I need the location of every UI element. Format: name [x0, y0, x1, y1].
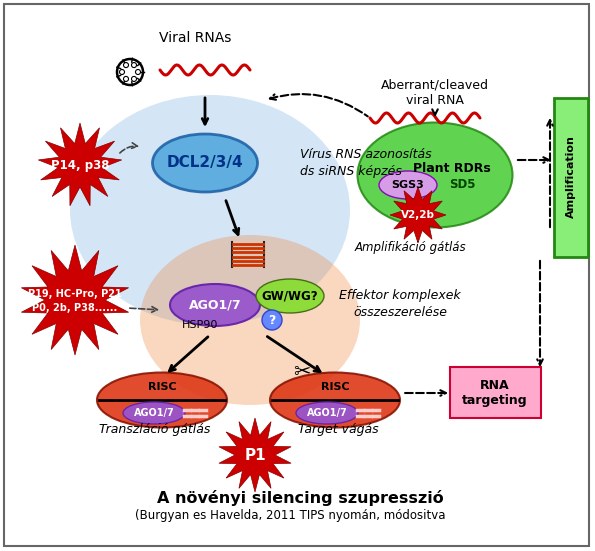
Text: (Burgyan es Havelda, 2011 TIPS nyomán, módositva: (Burgyan es Havelda, 2011 TIPS nyomán, m… [134, 510, 445, 522]
Ellipse shape [140, 235, 360, 405]
Text: ds siRNS képzés: ds siRNS képzés [300, 165, 402, 179]
Text: Amplification: Amplification [566, 136, 576, 218]
Ellipse shape [379, 171, 437, 199]
Text: RNA
targeting: RNA targeting [462, 379, 528, 407]
Text: összeszerelése: összeszerelése [353, 305, 447, 318]
Ellipse shape [70, 95, 350, 325]
Text: viral RNA: viral RNA [406, 94, 464, 106]
Circle shape [124, 77, 129, 82]
Text: P1: P1 [244, 447, 266, 462]
Text: Viral RNAs: Viral RNAs [159, 31, 231, 45]
Text: DCL2/3/4: DCL2/3/4 [167, 155, 243, 170]
FancyBboxPatch shape [554, 98, 588, 257]
Ellipse shape [296, 402, 358, 424]
Circle shape [131, 63, 136, 68]
Text: SD5: SD5 [449, 179, 475, 192]
Ellipse shape [270, 372, 400, 428]
Text: Effektor komplexek: Effektor komplexek [339, 289, 461, 301]
Text: AGO1/7: AGO1/7 [134, 408, 174, 418]
Text: Target vágás: Target vágás [298, 424, 378, 436]
Ellipse shape [152, 134, 258, 192]
Text: GW/WG?: GW/WG? [262, 289, 318, 302]
Text: P0, 2b, P38......: P0, 2b, P38...... [32, 303, 118, 313]
Text: HSP90: HSP90 [182, 320, 218, 330]
Text: P14, p38: P14, p38 [51, 159, 109, 171]
Text: ✂: ✂ [293, 362, 311, 382]
Circle shape [262, 310, 282, 330]
Text: AGO1/7: AGO1/7 [189, 299, 242, 311]
Polygon shape [219, 418, 291, 492]
Ellipse shape [123, 402, 185, 424]
Ellipse shape [170, 284, 260, 326]
Circle shape [136, 69, 140, 74]
Text: Plant RDRs: Plant RDRs [413, 161, 491, 175]
Text: RISC: RISC [321, 382, 349, 392]
Circle shape [131, 77, 136, 82]
Text: Vírus RNS azonosítás: Vírus RNS azonosítás [300, 149, 431, 161]
Circle shape [124, 63, 129, 68]
Text: V2,2b: V2,2b [401, 210, 435, 220]
Ellipse shape [256, 279, 324, 313]
Circle shape [120, 69, 124, 74]
Text: RISC: RISC [148, 382, 176, 392]
Text: A növényi silencing szupresszió: A növényi silencing szupresszió [156, 490, 443, 506]
Polygon shape [21, 245, 129, 355]
Text: SGS3: SGS3 [392, 180, 424, 190]
Text: P19, HC-Pro, P21: P19, HC-Pro, P21 [28, 289, 122, 299]
Text: Transzláció gátlás: Transzláció gátlás [99, 424, 211, 436]
Text: AGO1/7: AGO1/7 [306, 408, 347, 418]
FancyBboxPatch shape [4, 4, 589, 546]
Text: Amplifikáció gátlás: Amplifikáció gátlás [354, 241, 466, 255]
Polygon shape [38, 123, 122, 206]
Polygon shape [390, 187, 446, 243]
Text: Aberrant/cleaved: Aberrant/cleaved [381, 78, 489, 91]
FancyBboxPatch shape [450, 367, 541, 418]
Text: ?: ? [268, 314, 275, 327]
Ellipse shape [358, 122, 512, 228]
Ellipse shape [97, 372, 227, 428]
